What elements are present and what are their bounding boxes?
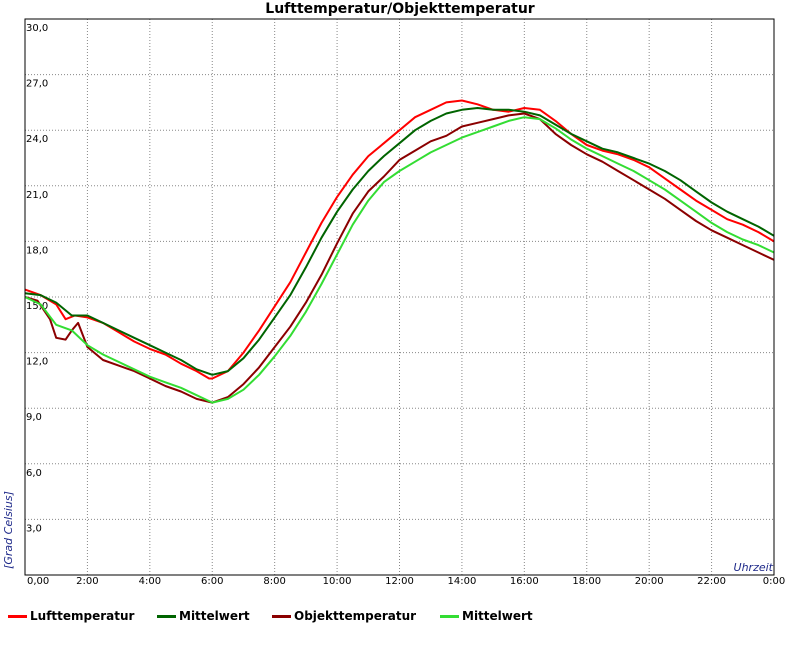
y-tick-label: 15,0 <box>26 301 48 312</box>
series-line-4 <box>24 116 775 404</box>
legend-label: Objekttemperatur <box>294 609 417 623</box>
y-tick-label: 24,0 <box>26 134 48 145</box>
x-tick-label: 18:00 <box>572 576 601 587</box>
series-line-2 <box>24 107 775 376</box>
legend-label: Lufttemperatur <box>30 609 135 623</box>
legend-item: Mittelwert <box>440 606 533 626</box>
chart-title: Lufttemperatur/Objekttemperatur <box>265 1 535 17</box>
y-tick-label: 30,0 <box>26 23 48 34</box>
x-tick-label: 14:00 <box>448 576 477 587</box>
x-tick-label: 2:00 <box>76 576 98 587</box>
y-tick-label: 6,0 <box>26 468 42 479</box>
y-tick-label: 12,0 <box>26 357 48 368</box>
y-tick-label: 18,0 <box>26 245 48 256</box>
x-tick-label: 22:00 <box>697 576 726 587</box>
x-tick-label: 4:00 <box>139 576 161 587</box>
legend-item: Mittelwert <box>157 606 250 626</box>
y-tick-label: 9,0 <box>26 412 42 423</box>
x-tick-label: 8:00 <box>263 576 285 587</box>
legend-item: Objekttemperatur <box>272 606 416 626</box>
chart-legend: Lufttemperatur Mittelwert Objekttemperatur… <box>0 606 800 630</box>
x-tick-labels: 0,00 2:00 4:00 6:00 8:00 10:00 12:00 14:00 16:00… <box>27 576 785 587</box>
x-tick-label: 16:00 <box>510 576 539 587</box>
legend-label: Mittelwert <box>462 609 533 623</box>
x-tick-label: 12:00 <box>385 576 414 587</box>
series-line-3 <box>24 112 775 404</box>
x-axis-label: Uhrzeit <box>734 561 774 574</box>
plot-frame <box>24 18 775 576</box>
x-tick-label: 0:00 <box>763 576 785 587</box>
series-lines <box>24 99 775 404</box>
y-axis-label: [Grad Celsius] <box>2 491 15 569</box>
x-tick-label: 20:00 <box>635 576 664 587</box>
y-tick-labels: 30,0 27,0 24,0 21,0 18,0 15,0 12,0 9,0 6,0 3,0 <box>26 23 48 534</box>
y-tick-label: 3,0 <box>26 523 42 534</box>
legend-swatch <box>157 614 176 618</box>
x-tick-label: 10:00 <box>323 576 352 587</box>
legend-label: Mittelwert <box>179 609 250 623</box>
legend-item: Lufttemperatur <box>8 606 134 626</box>
legend-swatch <box>8 614 27 618</box>
series-line-1 <box>24 99 775 380</box>
y-tick-label: 27,0 <box>26 79 48 90</box>
legend-swatch <box>272 614 291 618</box>
legend-swatch <box>440 614 459 618</box>
x-tick-label: 0,00 <box>27 576 49 587</box>
grid-lines <box>25 18 774 575</box>
y-tick-label: 21,0 <box>26 190 48 201</box>
x-tick-label: 6:00 <box>201 576 223 587</box>
